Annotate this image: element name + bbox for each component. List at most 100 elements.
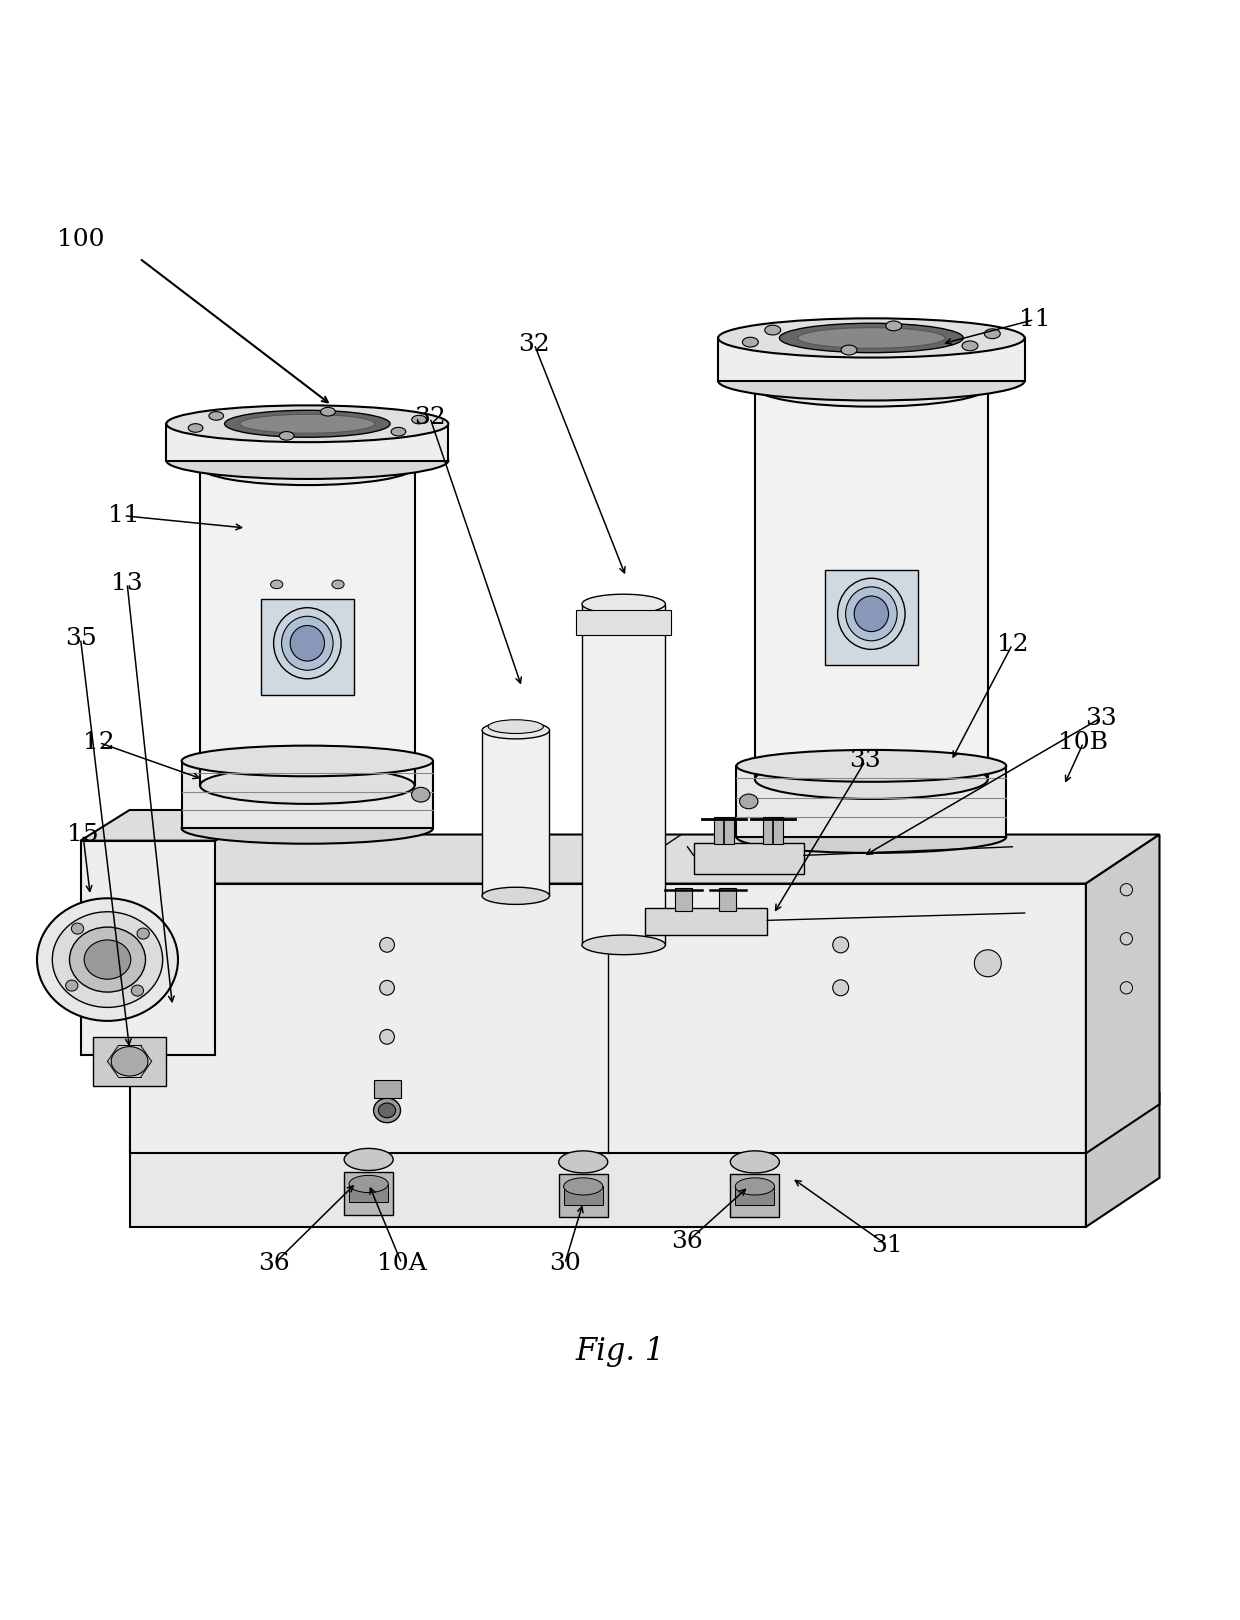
Bar bbox=[764, 818, 784, 844]
Bar bbox=[719, 888, 737, 910]
Ellipse shape bbox=[131, 985, 144, 996]
Ellipse shape bbox=[72, 923, 83, 935]
Ellipse shape bbox=[743, 337, 759, 347]
Bar bbox=[693, 842, 804, 873]
Ellipse shape bbox=[379, 938, 394, 953]
Ellipse shape bbox=[718, 318, 1024, 358]
Ellipse shape bbox=[270, 580, 283, 588]
Ellipse shape bbox=[182, 813, 433, 844]
Ellipse shape bbox=[412, 415, 427, 424]
Polygon shape bbox=[1086, 1092, 1159, 1226]
Ellipse shape bbox=[391, 428, 405, 436]
Ellipse shape bbox=[739, 794, 758, 808]
Ellipse shape bbox=[841, 345, 857, 355]
Bar bbox=[200, 467, 414, 786]
Text: 11: 11 bbox=[108, 504, 139, 526]
Ellipse shape bbox=[797, 327, 945, 348]
Ellipse shape bbox=[582, 595, 666, 614]
Ellipse shape bbox=[582, 935, 666, 954]
Bar bbox=[129, 1140, 1086, 1226]
Text: 31: 31 bbox=[872, 1234, 903, 1257]
Text: 15: 15 bbox=[67, 823, 99, 846]
Polygon shape bbox=[129, 834, 1159, 883]
Ellipse shape bbox=[208, 411, 223, 420]
Ellipse shape bbox=[166, 405, 449, 442]
Ellipse shape bbox=[69, 927, 145, 991]
Bar bbox=[482, 731, 549, 896]
Ellipse shape bbox=[348, 1176, 388, 1192]
Ellipse shape bbox=[279, 431, 294, 441]
Text: 36: 36 bbox=[672, 1230, 703, 1254]
Polygon shape bbox=[81, 810, 264, 841]
Text: 11: 11 bbox=[1019, 308, 1050, 330]
Ellipse shape bbox=[290, 625, 325, 661]
Ellipse shape bbox=[412, 787, 430, 802]
Bar bbox=[345, 1171, 393, 1215]
Text: 32: 32 bbox=[518, 332, 551, 355]
Ellipse shape bbox=[833, 936, 848, 953]
Ellipse shape bbox=[200, 449, 414, 484]
Ellipse shape bbox=[735, 1178, 775, 1196]
Text: 10B: 10B bbox=[1059, 731, 1109, 753]
Ellipse shape bbox=[737, 821, 1006, 852]
Bar bbox=[714, 818, 734, 844]
Text: 32: 32 bbox=[414, 407, 446, 429]
Ellipse shape bbox=[321, 407, 335, 416]
Ellipse shape bbox=[1120, 883, 1132, 896]
Ellipse shape bbox=[224, 410, 391, 437]
Ellipse shape bbox=[200, 768, 414, 804]
Ellipse shape bbox=[112, 1047, 148, 1076]
Ellipse shape bbox=[755, 760, 988, 799]
Bar bbox=[93, 1037, 166, 1085]
Ellipse shape bbox=[1120, 982, 1132, 995]
Ellipse shape bbox=[1120, 933, 1132, 944]
Ellipse shape bbox=[345, 1149, 393, 1171]
Ellipse shape bbox=[182, 745, 433, 776]
Ellipse shape bbox=[84, 940, 130, 978]
Text: 12: 12 bbox=[83, 731, 115, 753]
Bar bbox=[675, 888, 692, 910]
Bar bbox=[182, 761, 433, 828]
Ellipse shape bbox=[833, 980, 848, 996]
Ellipse shape bbox=[730, 1150, 780, 1173]
Ellipse shape bbox=[482, 723, 549, 739]
Ellipse shape bbox=[737, 750, 1006, 782]
Ellipse shape bbox=[52, 912, 162, 1008]
Bar bbox=[166, 424, 449, 460]
Bar bbox=[737, 766, 1006, 838]
Bar bbox=[582, 604, 666, 944]
Ellipse shape bbox=[564, 1178, 603, 1196]
Bar bbox=[730, 1174, 780, 1217]
Ellipse shape bbox=[281, 616, 334, 671]
Ellipse shape bbox=[489, 719, 543, 734]
Ellipse shape bbox=[482, 888, 549, 904]
Ellipse shape bbox=[854, 596, 889, 632]
Ellipse shape bbox=[373, 1098, 401, 1123]
Ellipse shape bbox=[379, 1029, 394, 1045]
Ellipse shape bbox=[718, 361, 1024, 400]
Ellipse shape bbox=[962, 340, 978, 352]
Bar bbox=[755, 387, 988, 779]
Bar bbox=[564, 1186, 603, 1205]
Ellipse shape bbox=[66, 980, 78, 991]
Ellipse shape bbox=[188, 424, 203, 433]
Ellipse shape bbox=[838, 578, 905, 650]
Text: 30: 30 bbox=[549, 1252, 580, 1275]
Bar bbox=[129, 883, 1086, 1153]
Ellipse shape bbox=[274, 608, 341, 679]
Text: 10A: 10A bbox=[377, 1252, 427, 1275]
Ellipse shape bbox=[985, 329, 1001, 339]
Bar bbox=[559, 1174, 608, 1217]
Ellipse shape bbox=[765, 326, 781, 335]
Polygon shape bbox=[1086, 834, 1159, 1153]
Bar bbox=[575, 611, 672, 635]
Ellipse shape bbox=[559, 1150, 608, 1173]
Bar bbox=[373, 1081, 401, 1098]
Ellipse shape bbox=[37, 897, 179, 1021]
Bar bbox=[718, 339, 1024, 381]
Text: 13: 13 bbox=[112, 572, 143, 595]
Bar bbox=[735, 1186, 775, 1205]
Bar bbox=[645, 909, 768, 935]
Bar bbox=[348, 1184, 388, 1202]
Text: 33: 33 bbox=[849, 750, 882, 773]
